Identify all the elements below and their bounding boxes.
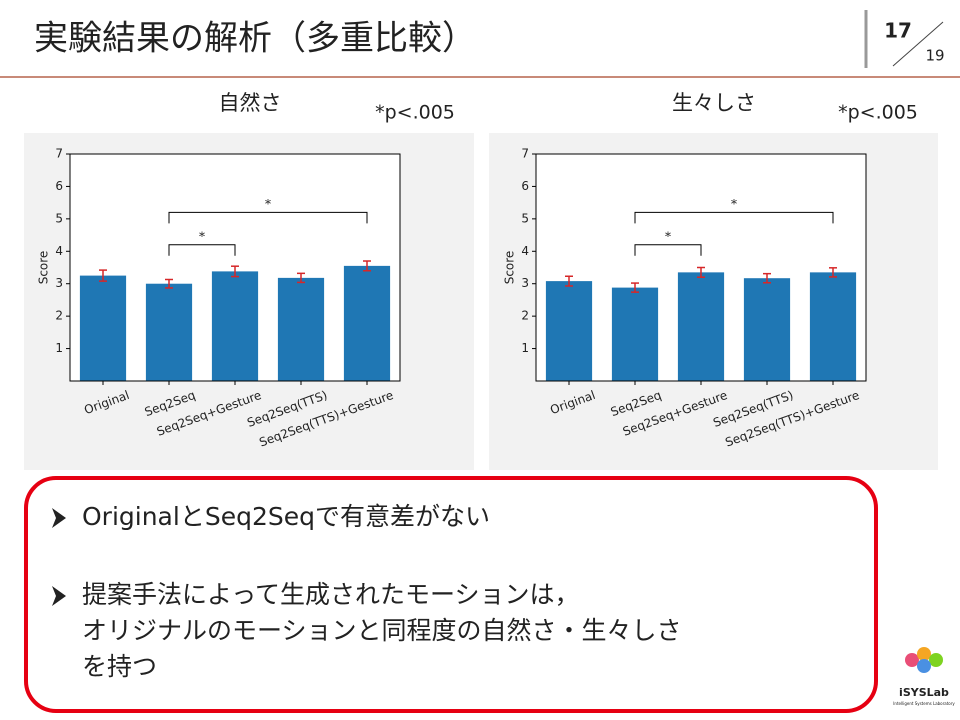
bar bbox=[809, 272, 857, 381]
logo-dot bbox=[917, 647, 931, 661]
y-tick-label: 2 bbox=[55, 309, 63, 323]
y-tick-label: 7 bbox=[55, 147, 63, 161]
plot-frame bbox=[535, 153, 867, 382]
significance-label: * bbox=[731, 197, 737, 211]
chart-title: 自然さ bbox=[219, 91, 282, 115]
bullet-text: 提案手法によって生成されたモーションは， bbox=[82, 580, 580, 609]
y-tick-label: 5 bbox=[55, 211, 63, 225]
significance-bracket bbox=[168, 211, 368, 224]
y-tick-label: 1 bbox=[521, 341, 529, 355]
bullet-text: OriginalとSeq2Seqで有意差がない bbox=[82, 502, 490, 531]
logo: iSYSLab Intelligent Systems Laboratory bbox=[893, 647, 955, 706]
logo-dot bbox=[929, 653, 943, 667]
bullet-arrow bbox=[52, 586, 66, 606]
y-tick-label: 3 bbox=[55, 276, 63, 290]
significance-bracket bbox=[634, 244, 702, 256]
bar bbox=[343, 265, 391, 381]
y-tick-label: 4 bbox=[55, 244, 63, 258]
chart-note: *p<.005 bbox=[375, 102, 455, 124]
y-tick-label: 3 bbox=[521, 276, 529, 290]
plot-frame bbox=[69, 153, 401, 382]
page-number: 17 bbox=[884, 19, 912, 43]
bar bbox=[145, 283, 193, 381]
y-tick-label: 7 bbox=[521, 147, 529, 161]
bullet-text: を持つ bbox=[82, 652, 157, 681]
logo-name: iSYSLab bbox=[899, 686, 949, 699]
bar bbox=[677, 272, 725, 381]
page-slash bbox=[892, 21, 944, 67]
y-tick-label: 2 bbox=[521, 309, 529, 323]
logo-subtitle: Intelligent Systems Laboratory bbox=[893, 701, 955, 706]
y-axis-label: Score bbox=[37, 251, 51, 285]
summary-box bbox=[24, 476, 878, 713]
bullet-text: オリジナルのモーションと同程度の自然さ・生々しさ bbox=[82, 616, 682, 645]
bar bbox=[211, 271, 259, 381]
logo-dot bbox=[905, 653, 919, 667]
chart-title: 生々しさ bbox=[672, 91, 756, 115]
bar bbox=[545, 281, 593, 381]
y-axis-label: Score bbox=[503, 251, 517, 285]
significance-label: * bbox=[199, 229, 205, 243]
bar bbox=[611, 287, 659, 381]
bullet-arrow bbox=[52, 508, 66, 528]
y-tick-label: 6 bbox=[55, 179, 63, 193]
logo-dot bbox=[917, 659, 931, 673]
y-tick-label: 5 bbox=[521, 211, 529, 225]
significance-label: * bbox=[665, 229, 671, 243]
y-tick-label: 1 bbox=[55, 341, 63, 355]
slide-title: 実験結果の解析（多重比較） bbox=[34, 19, 476, 59]
bar bbox=[79, 275, 127, 381]
significance-bracket bbox=[634, 211, 834, 224]
bar bbox=[277, 277, 325, 381]
chart-note: *p<.005 bbox=[838, 102, 918, 124]
y-tick-label: 6 bbox=[521, 179, 529, 193]
significance-bracket bbox=[168, 244, 236, 256]
significance-label: * bbox=[265, 197, 271, 211]
bar bbox=[743, 278, 791, 381]
page-total: 19 bbox=[925, 47, 944, 65]
y-tick-label: 4 bbox=[521, 244, 529, 258]
